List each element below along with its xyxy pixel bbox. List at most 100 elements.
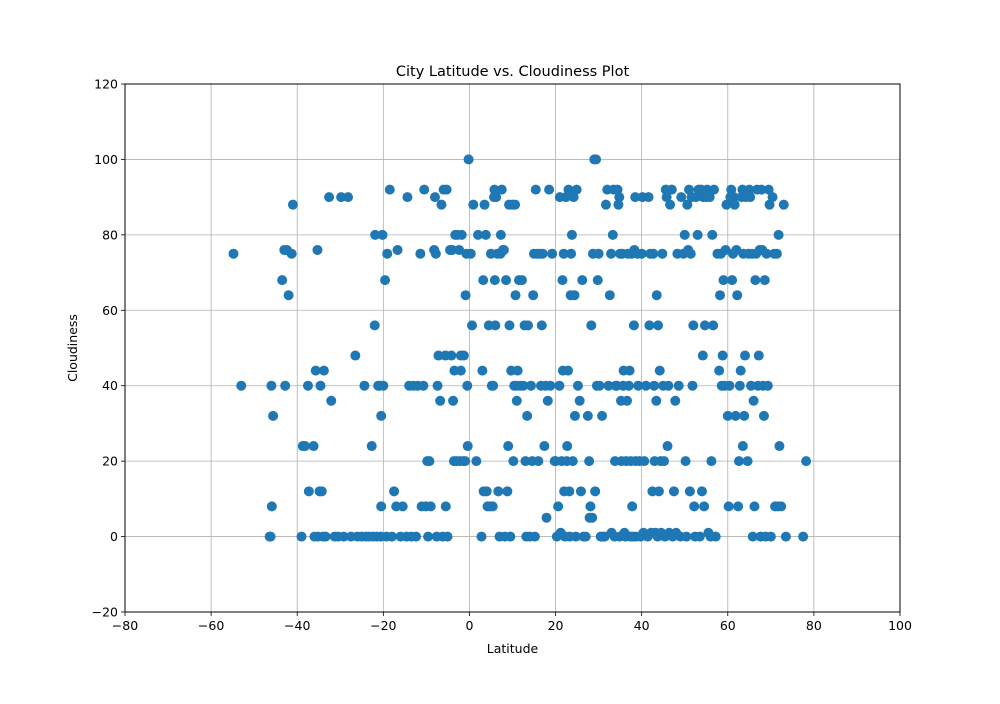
scatter-point bbox=[397, 501, 408, 512]
scatter-point bbox=[747, 531, 758, 542]
scatter-point bbox=[430, 192, 440, 203]
scatter-point bbox=[542, 395, 553, 406]
scatter-point bbox=[684, 184, 695, 195]
scatter-point bbox=[577, 275, 588, 286]
scatter-point bbox=[630, 192, 641, 203]
scatter-point bbox=[488, 380, 499, 391]
scatter-point bbox=[430, 248, 441, 259]
scatter-point bbox=[533, 456, 544, 467]
scatter-point bbox=[318, 365, 329, 376]
scatter-point bbox=[423, 531, 434, 542]
y-tick-label: 40 bbox=[102, 378, 118, 393]
scatter-point bbox=[688, 320, 699, 331]
scatter-point bbox=[489, 184, 500, 195]
scatter-point bbox=[316, 486, 327, 497]
scatter-point bbox=[478, 275, 489, 286]
scatter-point bbox=[706, 456, 717, 467]
scatter-point bbox=[591, 154, 602, 165]
scatter-point bbox=[518, 380, 529, 391]
scatter-point bbox=[377, 229, 388, 240]
scatter-point bbox=[653, 486, 664, 497]
scatter-point bbox=[740, 350, 750, 361]
scatter-point bbox=[545, 380, 556, 391]
scatter-point bbox=[336, 192, 347, 203]
scatter-point bbox=[651, 290, 662, 301]
scatter-point bbox=[473, 229, 484, 240]
scatter-point bbox=[310, 365, 321, 376]
scatter-point bbox=[614, 192, 625, 203]
scatter-point bbox=[628, 320, 639, 331]
scatter-point bbox=[707, 229, 718, 240]
scatter-point bbox=[557, 275, 568, 286]
scatter-point bbox=[572, 380, 583, 391]
scatter-point bbox=[727, 275, 738, 286]
scatter-point bbox=[733, 501, 744, 512]
scatter-point bbox=[682, 199, 693, 210]
scatter-point bbox=[526, 380, 537, 391]
scatter-point bbox=[702, 184, 713, 195]
scatter-point bbox=[718, 275, 729, 286]
scatter-point bbox=[446, 350, 457, 361]
scatter-point bbox=[771, 248, 782, 259]
scatter-point bbox=[236, 380, 247, 391]
scatter-point bbox=[759, 275, 770, 286]
scatter-point bbox=[612, 184, 623, 195]
scatter-point bbox=[553, 501, 564, 512]
scatter-point bbox=[767, 192, 778, 203]
scatter-point bbox=[745, 192, 756, 203]
scatter-point bbox=[303, 486, 314, 497]
scatter-point bbox=[320, 531, 331, 542]
scatter-point bbox=[277, 275, 288, 286]
scatter-point bbox=[228, 248, 239, 259]
scatter-point bbox=[744, 184, 755, 195]
scatter-point bbox=[558, 248, 569, 259]
x-tick-label: 60 bbox=[720, 618, 736, 633]
scatter-point bbox=[296, 531, 307, 542]
scatter-point bbox=[491, 192, 502, 203]
scatter-point bbox=[447, 244, 458, 255]
scatter-point bbox=[512, 365, 523, 376]
scatter-point bbox=[462, 380, 473, 391]
scatter-point bbox=[463, 154, 474, 165]
scatter-point bbox=[503, 441, 514, 452]
scatter-point bbox=[378, 380, 389, 391]
scatter-point bbox=[694, 531, 705, 542]
scatter-point bbox=[679, 229, 690, 240]
scatter-point bbox=[604, 290, 615, 301]
scatter-point bbox=[458, 350, 469, 361]
scatter-point bbox=[448, 395, 459, 406]
scatter-point bbox=[653, 320, 664, 331]
scatter-point bbox=[477, 365, 488, 376]
scatter-point bbox=[287, 199, 298, 210]
scatter-point bbox=[481, 486, 492, 497]
scatter-point bbox=[326, 395, 337, 406]
scatter-point bbox=[753, 350, 764, 361]
scatter-point bbox=[661, 192, 672, 203]
scatter-point bbox=[324, 192, 335, 203]
scatter-point bbox=[436, 199, 447, 210]
scatter-point bbox=[489, 275, 500, 286]
scatter-point bbox=[530, 184, 541, 195]
scatter-point bbox=[510, 199, 521, 210]
scatter-point bbox=[312, 244, 323, 255]
scatter-point bbox=[566, 229, 577, 240]
scatter-point bbox=[762, 380, 773, 391]
scatter-point bbox=[268, 410, 279, 421]
scatter-point bbox=[662, 441, 673, 452]
scatter-point bbox=[424, 456, 435, 467]
scatter-point bbox=[366, 441, 377, 452]
scatter-point bbox=[742, 456, 753, 467]
scatter-point bbox=[732, 290, 743, 301]
scatter-point bbox=[763, 184, 774, 195]
scatter-point bbox=[493, 486, 504, 497]
x-tick-label: 80 bbox=[806, 618, 822, 633]
x-tick-label: 40 bbox=[634, 618, 650, 633]
scatter-point bbox=[704, 192, 715, 203]
scatter-point bbox=[392, 244, 403, 255]
scatter-point bbox=[721, 199, 732, 210]
scatter-point bbox=[382, 248, 393, 259]
scatter-point bbox=[606, 248, 617, 259]
scatter-point bbox=[587, 512, 598, 523]
scatter-point bbox=[729, 199, 740, 210]
